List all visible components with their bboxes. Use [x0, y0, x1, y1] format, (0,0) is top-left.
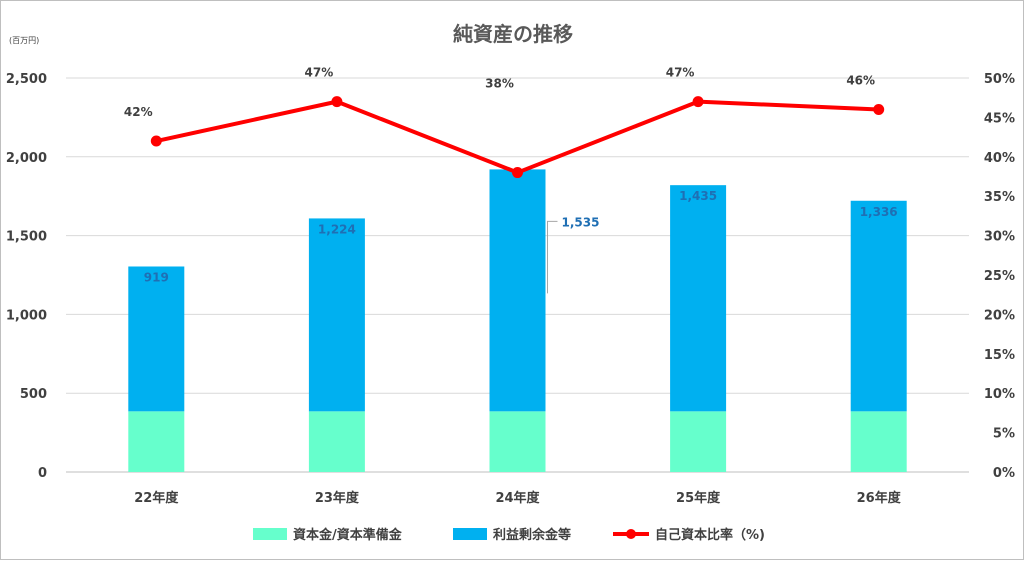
x-tick-label: 24年度: [495, 490, 540, 506]
y-tick-label: 500: [20, 387, 47, 402]
legend-marker-ratio: [626, 529, 636, 539]
leader-line: [547, 220, 558, 294]
ratio-line-path: [155, 99, 879, 175]
legend-label-ratio: 自己資本比率（%): [655, 527, 765, 543]
ratio-point: [692, 96, 704, 108]
bar-capital: [670, 411, 727, 472]
axes: 0 500 1,000 1,500 2,000 2,500 0% 5% 10% 15% 20% 25%…: [6, 72, 1015, 506]
x-tick-label: 23年度: [315, 490, 360, 506]
legend-swatch-capital: [253, 528, 287, 540]
y-tick-label: 2,000: [6, 151, 47, 166]
ratio-line: [150, 96, 885, 179]
x-tick-label: 26年度: [857, 490, 902, 506]
data-label-ratio: 46%: [846, 74, 875, 88]
data-label-retained: 919: [144, 270, 169, 284]
ratio-point: [873, 104, 885, 116]
y2-tick-label: 5%: [993, 427, 1015, 442]
ratio-point: [150, 135, 162, 147]
data-label-ratio: 38%: [485, 77, 514, 91]
y2-tick-label: 50%: [984, 72, 1015, 87]
y-tick-label: 0: [38, 466, 47, 481]
data-label-retained: 1,224: [318, 222, 356, 236]
ratio-point: [512, 167, 523, 179]
bar-capital: [489, 411, 546, 472]
data-label-retained: 1,336: [860, 205, 898, 219]
y2-tick-label: 15%: [984, 348, 1015, 363]
y-tick-label: 2,500: [6, 72, 47, 87]
bar-capital: [850, 411, 907, 472]
data-label-ratio: 47%: [305, 66, 334, 80]
bar-capital: [128, 411, 185, 472]
data-labels: 919 1,224 1,535 1,435 1,336 42% 47% 38% 47% 46%: [124, 66, 898, 294]
bar-capital: [308, 411, 365, 472]
chart-title: 純資産の推移: [453, 22, 573, 46]
y-tick-label: 1,000: [6, 308, 47, 323]
y2-tick-label: 20%: [984, 308, 1015, 323]
bar-retained-earnings: [308, 218, 365, 412]
ratio-point: [331, 96, 343, 108]
y2-tick-label: 35%: [984, 190, 1015, 205]
legend: 資本金/資本準備金 利益剰余金等 自己資本比率（%): [253, 527, 765, 543]
bar-retained-earnings: [850, 200, 907, 412]
legend-swatch-retained: [453, 528, 487, 540]
x-tick-label: 25年度: [676, 490, 721, 506]
y2-tick-label: 25%: [984, 269, 1015, 284]
y2-tick-label: 30%: [984, 230, 1015, 245]
legend-label-retained: 利益剰余金等: [493, 527, 571, 543]
bar-retained-earnings: [670, 185, 727, 412]
data-label-retained: 1,435: [679, 189, 717, 203]
y-axis-unit: (百万円): [9, 36, 39, 45]
data-label-retained: 1,535: [562, 215, 600, 229]
bar-retained-earnings: [128, 266, 185, 412]
data-label-ratio: 47%: [666, 66, 695, 80]
legend-label-capital: 資本金/資本準備金: [293, 527, 403, 543]
data-label-ratio: 42%: [124, 105, 153, 119]
y2-tick-label: 0%: [993, 466, 1015, 481]
y2-tick-label: 45%: [984, 111, 1015, 126]
y-tick-label: 1,500: [6, 230, 47, 245]
bars: [128, 169, 907, 472]
y2-tick-label: 40%: [984, 151, 1015, 166]
y2-tick-label: 10%: [984, 387, 1015, 402]
bar-retained-earnings: [489, 169, 546, 412]
x-tick-label: 22年度: [134, 490, 179, 506]
